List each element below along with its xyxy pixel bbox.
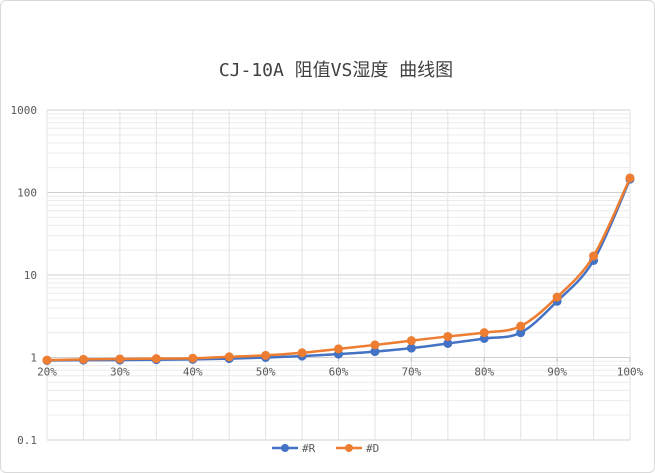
- x-tick-label: 30%: [110, 366, 130, 379]
- data-point-2: [224, 352, 234, 362]
- x-tick-label: 100%: [617, 366, 644, 379]
- x-tick-label: 80%: [474, 366, 494, 379]
- x-tick-label: 40%: [183, 366, 203, 379]
- y-tick-label: 10: [24, 269, 37, 282]
- data-point-2: [552, 292, 562, 302]
- data-point-2: [115, 354, 125, 364]
- data-point-2: [151, 354, 161, 364]
- data-point-2: [625, 173, 635, 183]
- data-point-2: [42, 355, 52, 365]
- legend-marker-1: [281, 444, 289, 452]
- legend: #R #D: [272, 442, 379, 455]
- data-point-2: [370, 340, 380, 350]
- data-point-2: [516, 321, 526, 331]
- x-tick-label: 20%: [37, 366, 57, 379]
- chart-title: CJ-10A 阻值VS湿度 曲线图: [219, 60, 453, 81]
- series-layer: [42, 173, 635, 365]
- data-point-1: [406, 343, 416, 353]
- data-point-2: [443, 331, 453, 341]
- x-tick-label: 70%: [401, 366, 421, 379]
- y-tick-label: 1000: [11, 104, 38, 117]
- y-tick-label: 1: [30, 352, 37, 365]
- grid-layer: [46, 109, 631, 441]
- data-point-2: [479, 328, 489, 338]
- data-point-2: [78, 354, 88, 364]
- data-point-2: [334, 344, 343, 354]
- x-tick-label: 60%: [329, 366, 349, 379]
- legend-marker-2: [345, 444, 353, 452]
- data-point-2: [589, 251, 599, 261]
- x-tick-label: 50%: [256, 366, 276, 379]
- y-tick-label: 0.1: [17, 434, 37, 447]
- data-point-2: [261, 350, 271, 360]
- data-point-2: [297, 348, 307, 358]
- y-tick-label: 100: [17, 187, 37, 200]
- data-point-2: [188, 353, 198, 363]
- x-tick-label: 90%: [547, 366, 567, 379]
- data-point-2: [406, 336, 416, 346]
- legend-label-2: #D: [366, 442, 379, 455]
- legend-label-1: #R: [302, 442, 316, 455]
- tick-layer: 0.1 1 10 100 1000 20% 30% 40% 50% 60% 70% 80% 90% 100…: [11, 104, 644, 447]
